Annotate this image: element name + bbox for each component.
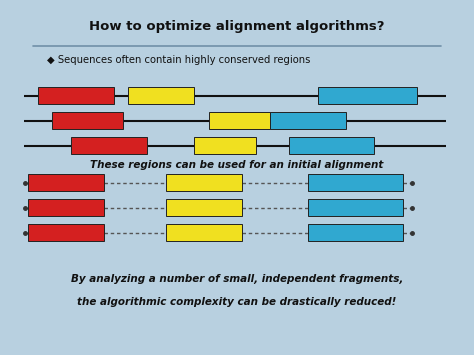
Bar [318,87,417,104]
Bar [128,87,194,104]
Bar [308,174,403,191]
Text: By analyzing a number of small, independent fragments,: By analyzing a number of small, independ… [71,274,403,284]
Bar [28,174,104,191]
Bar [194,137,256,154]
Bar [71,137,147,154]
Bar [270,112,346,129]
Text: the algorithmic complexity can be drastically reduced!: the algorithmic complexity can be drasti… [77,297,397,307]
Text: How to optimize alignment algorithms?: How to optimize alignment algorithms? [89,20,385,33]
Bar [166,224,242,241]
Text: These regions can be used for an initial alignment: These regions can be used for an initial… [91,160,383,170]
Text: ◆ Sequences often contain highly conserved regions: ◆ Sequences often contain highly conserv… [47,55,311,65]
Bar [38,87,114,104]
Bar [209,112,270,129]
Bar [308,199,403,216]
Bar [166,174,242,191]
Bar [166,199,242,216]
Bar [289,137,374,154]
Bar [308,224,403,241]
Bar [28,199,104,216]
Bar [52,112,123,129]
Bar [28,224,104,241]
